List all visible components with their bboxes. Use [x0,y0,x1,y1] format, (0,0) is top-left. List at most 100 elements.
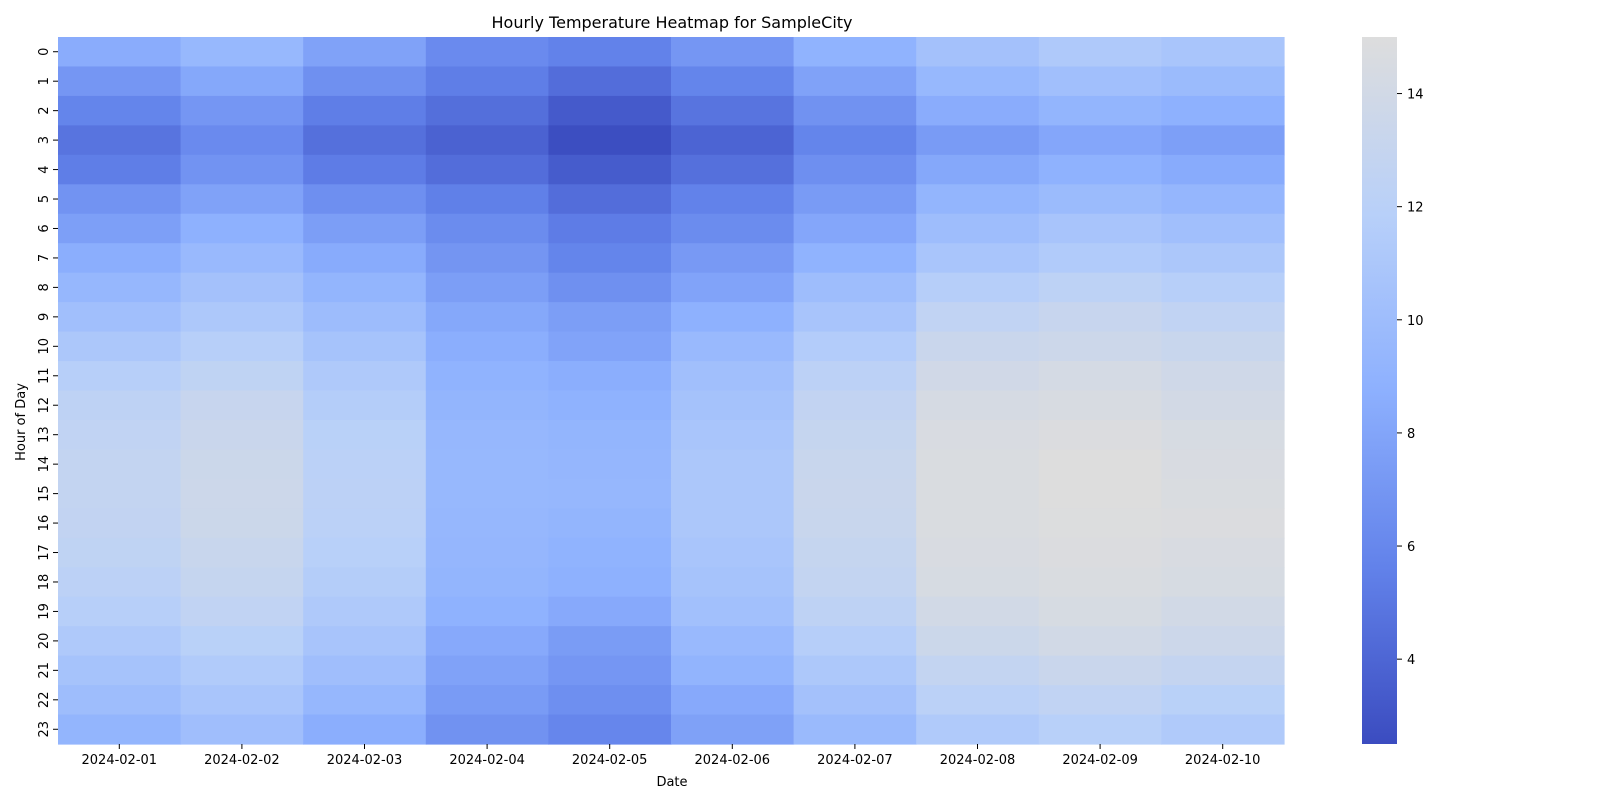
heatmap-cell [671,714,795,745]
heatmap-cell [303,537,427,568]
heatmap-cell [548,390,672,421]
y-tick-label: 17 [37,544,52,561]
heatmap-cell [548,508,672,539]
y-tick-label: 12 [37,397,52,414]
heatmap-cell [1161,537,1285,568]
heatmap-cell [58,478,182,509]
heatmap-cell [793,655,917,686]
heatmap-cell [916,184,1040,215]
heatmap-cell [58,331,182,362]
heatmap-cell [916,714,1040,745]
heatmap-cell [671,154,795,185]
y-tick-label: 8 [37,283,52,291]
x-tick-label: 2024-02-02 [204,753,280,768]
heatmap-cell [793,272,917,303]
heatmap-cell [793,243,917,274]
heatmap-cell [1038,95,1162,126]
heatmap-cell [58,213,182,244]
heatmap-cell [916,154,1040,185]
colorbar-tick-label: 12 [1407,201,1424,216]
heatmap-cell [671,331,795,362]
heatmap-cell [1038,66,1162,97]
heatmap-cell [916,302,1040,333]
heatmap-cell [1038,508,1162,539]
heatmap-cell [425,596,549,627]
y-tick-label: 7 [37,254,52,262]
heatmap-cell [793,567,917,598]
heatmap-cell [425,655,549,686]
heatmap-cell [671,655,795,686]
y-tick-label: 1 [37,77,52,85]
heatmap-cell [1038,714,1162,745]
heatmap-cell [303,331,427,362]
heatmap-cell [916,626,1040,657]
heatmap-cell [180,685,304,716]
heatmap-cell [793,37,917,68]
heatmap-cell [58,361,182,392]
heatmap-cell [1161,125,1285,156]
heatmap-cell [1038,419,1162,451]
heatmap-cell [548,596,672,627]
heatmap-cell [793,95,917,126]
heatmap-cell [671,537,795,568]
heatmap-cell [671,95,795,126]
heatmap-cell [180,331,304,362]
heatmap-cell [548,302,672,333]
heatmap-cells [58,37,1285,745]
heatmap-cell [793,213,917,244]
heatmap-cell [1161,626,1285,657]
heatmap-cell [425,508,549,539]
heatmap-cell [916,390,1040,421]
heatmap-cell [425,714,549,745]
heatmap-cell [180,184,304,215]
heatmap-cell [58,685,182,716]
x-tick-label: 2024-02-01 [82,753,158,768]
x-tick-label: 2024-02-05 [572,753,648,768]
y-tick-label: 16 [37,515,52,532]
heatmap-cell [1161,184,1285,215]
heatmap-cell [1038,567,1162,598]
heatmap-cell [1161,272,1285,303]
heatmap-cell [58,66,182,97]
heatmap-cell [671,596,795,627]
heatmap-cell [180,537,304,568]
heatmap-cell [180,37,304,68]
heatmap-cell [303,272,427,303]
heatmap-cell [548,125,672,156]
heatmap-cell [548,419,672,451]
heatmap-cell [1161,243,1285,274]
heatmap-cell [1161,331,1285,362]
heatmap-cell [303,95,427,126]
heatmap-cell [425,302,549,333]
heatmap-cell [793,419,917,451]
heatmap-cell [180,596,304,627]
heatmap-cell [303,714,427,745]
y-tick-label: 6 [37,224,52,232]
heatmap-cell [425,390,549,421]
heatmap-cell [793,361,917,392]
heatmap-cell [1038,626,1162,657]
heatmap-cell [1038,685,1162,716]
heatmap-cell [1038,213,1162,244]
colorbar-tick-label: 8 [1407,427,1415,442]
heatmap-cell [1161,154,1285,185]
heatmap-cell [58,537,182,568]
heatmap-cell [548,655,672,686]
x-tick-label: 2024-02-10 [1185,753,1261,768]
heatmap-cell [548,37,672,68]
chart-title: Hourly Temperature Heatmap for SampleCit… [492,13,853,32]
heatmap-cell [671,66,795,97]
y-tick-label: 3 [37,136,52,144]
colorbar-tick-label: 10 [1407,314,1424,329]
heatmap-cell [1161,655,1285,686]
x-tick-label: 2024-02-08 [940,753,1016,768]
heatmap-cell [793,626,917,657]
heatmap-cell [1161,302,1285,333]
x-tick-label: 2024-02-07 [817,753,893,768]
heatmap-cell [793,537,917,568]
heatmap-cell [425,626,549,657]
heatmap-cell [793,331,917,362]
heatmap-cell [425,331,549,362]
heatmap-cell [303,390,427,421]
y-tick-label: 20 [37,633,52,650]
